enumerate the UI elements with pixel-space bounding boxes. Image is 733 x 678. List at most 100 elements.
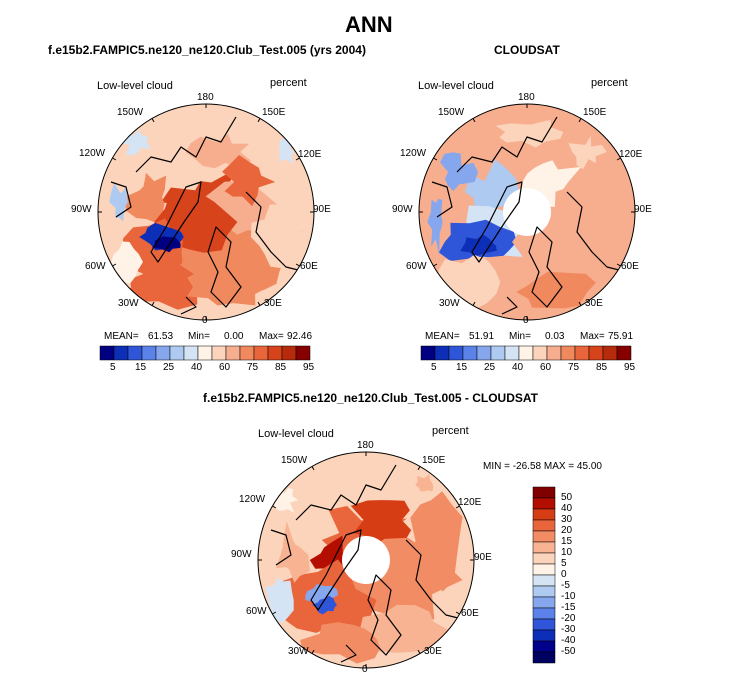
panel3-cb-label: 50 — [561, 492, 573, 503]
longitude-tick — [433, 157, 438, 161]
panel3-cb-label: -20 — [561, 613, 576, 624]
panel1-lon-150w: 150W — [117, 107, 144, 118]
field-contour-region — [222, 155, 276, 207]
coastline-north-america-asia — [456, 116, 558, 173]
panel3-lon-60w: 60W — [246, 606, 267, 617]
field-contour-region — [568, 135, 607, 170]
longitude-tick — [472, 118, 476, 123]
panel3-cb-label: -30 — [561, 624, 576, 635]
longitude-tick — [417, 466, 421, 471]
coastline-hudson — [110, 181, 132, 218]
panel2-lon-90e: 90E — [634, 204, 652, 215]
panel2-cb-label: 25 — [484, 362, 496, 373]
panel3-lon-150w: 150W — [281, 455, 308, 466]
panel2-cb-label: 5 — [431, 362, 437, 373]
coastline-greenland — [150, 181, 202, 263]
panel3-colorbar — [532, 486, 556, 664]
panel1-lon-90w: 90W — [71, 204, 92, 215]
panel2-lon-60w: 60W — [406, 261, 427, 272]
panel2-lon-60e: 60E — [621, 261, 639, 272]
panel2-cb-label: 40 — [512, 362, 524, 373]
panel3-cb-label: 15 — [561, 536, 573, 547]
colorbar-swatch — [532, 541, 556, 554]
colorbar-swatch — [616, 345, 632, 361]
colorbar-swatch — [532, 618, 556, 631]
panel1-lon-180: 180 — [197, 92, 214, 103]
panel2-lon-90w: 90W — [392, 204, 413, 215]
field-contour-region — [350, 500, 412, 551]
panel2-right-label: percent — [591, 77, 628, 89]
coastline-hudson — [431, 181, 453, 218]
panel2-cb-label: 75 — [568, 362, 580, 373]
panel3-lon-90w: 90W — [231, 549, 252, 560]
panel1-lon-90e: 90E — [313, 204, 331, 215]
longitude-tick — [311, 649, 315, 654]
panel3-left-label: Low-level cloud — [258, 428, 334, 440]
panel1-min-value: 0.00 — [224, 331, 244, 342]
colorbar-swatch — [295, 345, 311, 361]
panel2-cb-label: 85 — [596, 362, 608, 373]
colorbar-swatch — [532, 629, 556, 642]
panel1-min-label: Min= — [188, 331, 210, 342]
panel3-cb-label: -10 — [561, 591, 576, 602]
panel1-lon-120w: 120W — [79, 148, 106, 159]
field-contour-region — [250, 204, 304, 269]
longitude-tick — [472, 301, 476, 306]
coastline-eurasia — [566, 191, 628, 273]
panel3-cb-label: -15 — [561, 602, 576, 613]
coastline-iceland — [180, 296, 197, 315]
panel1-cb-label: 5 — [110, 362, 116, 373]
panel1-cb-label: 40 — [191, 362, 203, 373]
colorbar-swatch — [532, 640, 556, 653]
panel2-lon-120e: 120E — [619, 149, 643, 160]
panel1-colorbar — [99, 345, 311, 361]
panel3-lon-0: 0 — [362, 664, 368, 675]
panel1-cb-label: 25 — [163, 362, 175, 373]
panel3-lon-60e: 60E — [461, 608, 479, 619]
panel3-lon-180: 180 — [357, 440, 374, 451]
field-contour-region — [427, 198, 443, 256]
panel3-cb-label: -50 — [561, 646, 576, 657]
coastline-eurasia — [405, 539, 467, 621]
panel3-lon-150e: 150E — [422, 455, 446, 466]
longitude-tick — [257, 118, 261, 123]
coastline-north-america-asia — [295, 464, 397, 521]
coastline-scandinavia — [207, 226, 242, 308]
colorbar-swatch — [532, 486, 556, 499]
panel1-max-value: 92.46 — [287, 331, 313, 342]
colorbar-swatch — [532, 574, 556, 587]
panel3-cb-label: 0 — [561, 569, 567, 580]
panel2-min-value: 0.03 — [545, 331, 565, 342]
longitude-tick — [417, 649, 421, 654]
panel1-lon-0: 0 — [202, 315, 208, 326]
panel3-right-label: percent — [432, 425, 469, 437]
panel1-cb-label: 85 — [275, 362, 287, 373]
panel2-max-label: Max= — [580, 331, 605, 342]
field-layer — [98, 104, 314, 320]
colorbar-swatch — [532, 530, 556, 543]
field-contour-region — [410, 491, 463, 592]
longitude-tick — [295, 263, 300, 267]
panel1-lon-60w: 60W — [85, 261, 106, 272]
colorbar-swatch — [532, 552, 556, 565]
field-contour-region — [495, 119, 564, 148]
field-contour-region — [276, 521, 310, 583]
panel1-cb-label: 95 — [303, 362, 315, 373]
longitude-tick — [578, 301, 582, 306]
panel3-lon-120e: 120E — [458, 497, 482, 508]
colorbar-swatch — [532, 651, 556, 664]
panel2-lon-0: 0 — [523, 315, 529, 326]
panel2-cb-label: 15 — [456, 362, 468, 373]
longitude-tick — [272, 505, 277, 509]
panel1-mean-value: 61.53 — [148, 331, 174, 342]
panel1-mean-label: MEAN= — [104, 331, 139, 342]
colorbar-swatch — [532, 497, 556, 510]
field-contour-region — [124, 172, 167, 223]
panel1-lon-60e: 60E — [300, 261, 318, 272]
longitude-tick — [616, 157, 621, 161]
panel2-left-label: Low-level cloud — [418, 80, 494, 92]
panel1-lon-30w: 30W — [118, 298, 139, 309]
